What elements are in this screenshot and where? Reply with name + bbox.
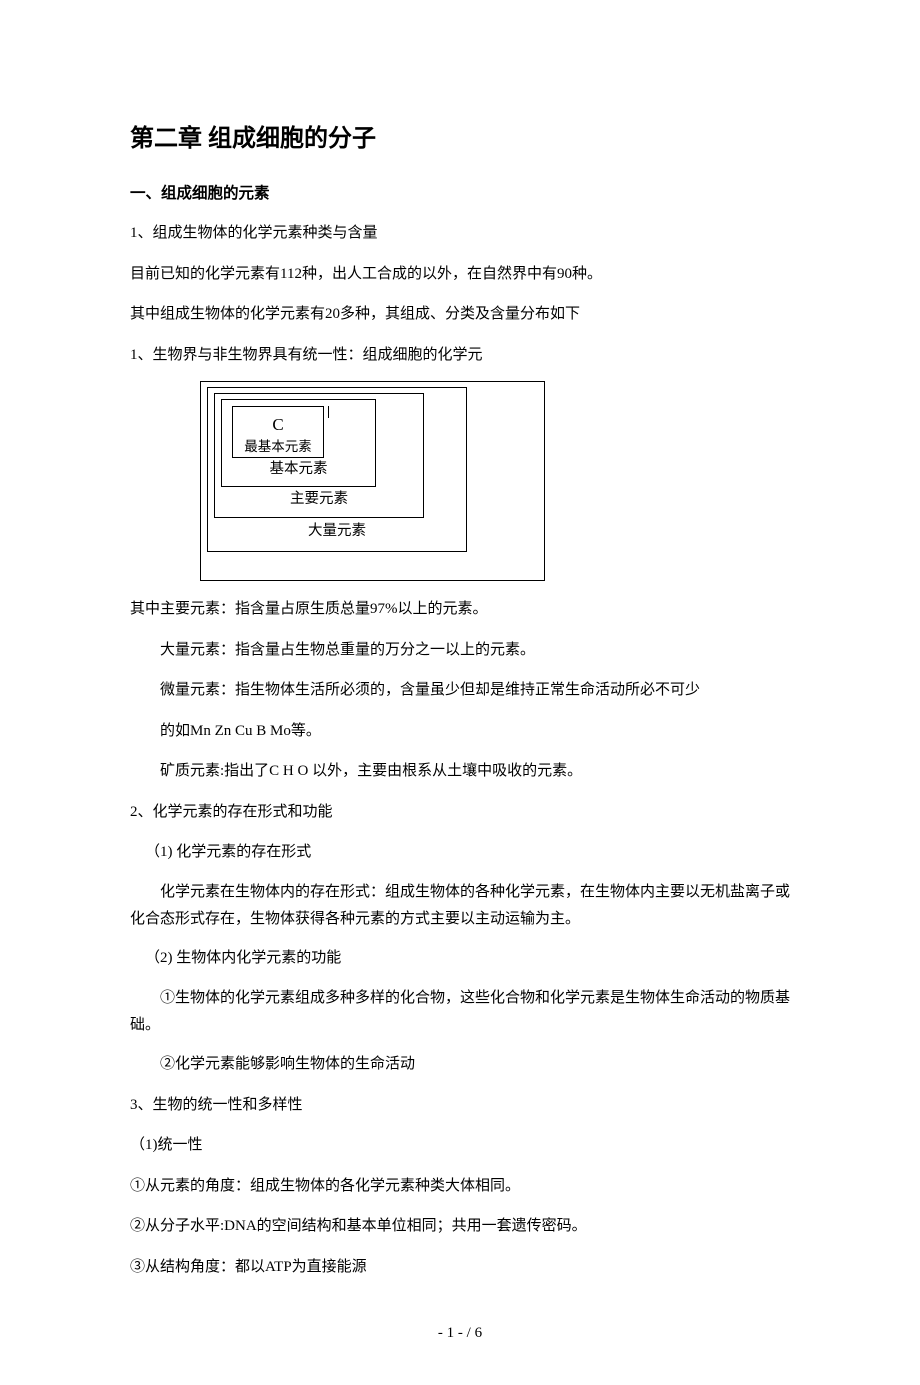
section-2-title: 2、化学元素的存在形式和功能 — [130, 798, 790, 827]
tick-mark — [323, 406, 329, 418]
page-footer: - 1 - / 6 — [130, 1321, 790, 1345]
sec3-p2: ②从分子水平:DNA的空间结构和基本单位相同；共用一套遗传密码。 — [130, 1212, 790, 1241]
sub-2-1-text: 化学元素在生物体内的存在形式：组成生物体的各种化学元素，在生物体内主要以无机盐离… — [130, 879, 790, 935]
sub-3-1: （1)统一性 — [130, 1131, 790, 1160]
def-trace-elem-2: 的如Mn Zn Cu B Mo等。 — [130, 717, 790, 746]
section-3-title: 3、生物的统一性和多样性 — [130, 1091, 790, 1120]
para-1-2: 目前已知的化学元素有112种，出人工合成的以外，在自然界中有90种。 — [130, 260, 790, 289]
diagram-outer: C 最基本元素 基本元素 主要元素 大量元素 — [200, 381, 545, 581]
section-1-title: 一、组成细胞的元素 — [130, 182, 790, 207]
sub-2-2-title: （2) 生物体内化学元素的功能 — [130, 944, 790, 973]
sub-2-1-title: （1) 化学元素的存在形式 — [130, 838, 790, 867]
para-1-1: 1、组成生物体的化学元素种类与含量 — [130, 219, 790, 248]
def-large-elem: 大量元素：指含量占生物总重量的万分之一以上的元素。 — [130, 636, 790, 665]
box-large-elements: C 最基本元素 基本元素 主要元素 大量元素 — [207, 387, 467, 552]
box-basic-elements: C 最基本元素 基本元素 — [221, 399, 376, 487]
sub-2-2-text2: ②化学元素能够影响生物体的生命活动 — [130, 1050, 790, 1079]
def-main-elem: 其中主要元素：指含量占原生质总量97%以上的元素。 — [130, 595, 790, 624]
box-most-basic-element: C 最基本元素 — [232, 406, 324, 458]
element-hierarchy-diagram: C 最基本元素 基本元素 主要元素 大量元素 — [200, 381, 790, 581]
chapter-title: 第二章 组成细胞的分子 — [130, 120, 790, 158]
sec3-p3: ③从结构角度：都以ATP为直接能源 — [130, 1253, 790, 1282]
def-mineral-elem: 矿质元素:指出了C H O 以外，主要由根系从土壤中吸收的元素。 — [130, 757, 790, 786]
label-main: 主要元素 — [215, 488, 423, 511]
label-basic: 基本元素 — [222, 458, 375, 481]
label-large: 大量元素 — [208, 520, 466, 543]
label-c: C — [233, 407, 323, 438]
para-1-3: 其中组成生物体的化学元素有20多种，其组成、分类及含量分布如下 — [130, 300, 790, 329]
para-1-4: 1、生物界与非生物界具有统一性：组成细胞的化学元 — [130, 341, 790, 370]
sec3-p1: ①从元素的角度：组成生物体的各化学元素种类大体相同。 — [130, 1172, 790, 1201]
sub-2-2-text1: ①生物体的化学元素组成多种多样的化合物，这些化合物和化学元素是生物体生命活动的物… — [130, 985, 790, 1041]
label-most-basic: 最基本元素 — [233, 438, 323, 457]
box-main-elements: C 最基本元素 基本元素 主要元素 — [214, 393, 424, 518]
def-trace-elem: 微量元素：指生物体生活所必须的，含量虽少但却是维持正常生命活动所必不可少 — [130, 676, 790, 705]
